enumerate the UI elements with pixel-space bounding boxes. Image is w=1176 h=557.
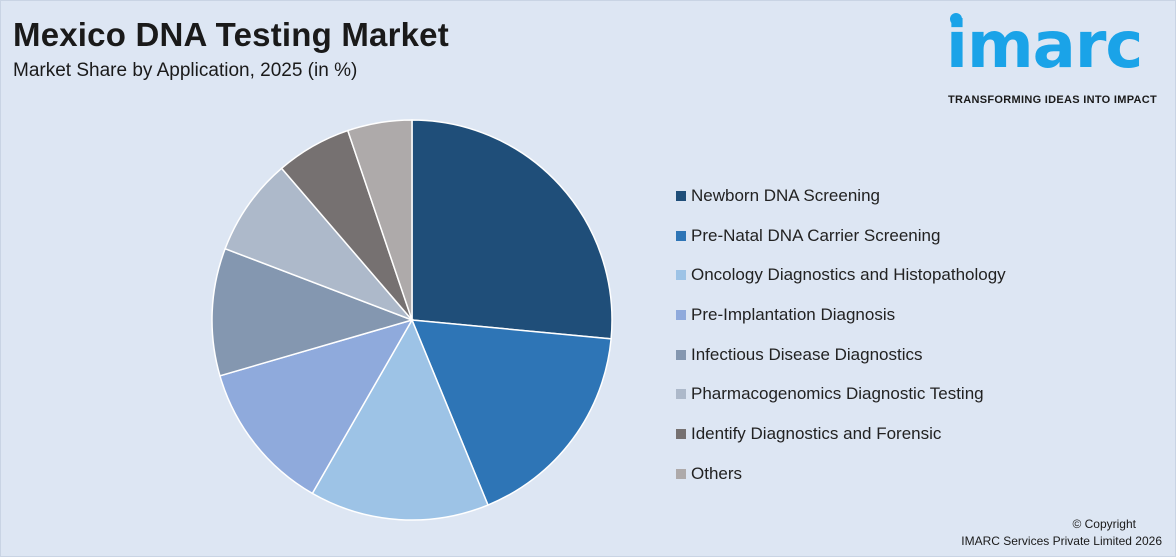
pie-slice-oncology-diagnostics-and-histopathology bbox=[311, 318, 489, 521]
legend-label: Oncology Diagnostics and Histopathology bbox=[691, 265, 1006, 285]
legend-swatch bbox=[676, 468, 686, 479]
logo-dot bbox=[950, 13, 962, 25]
legend-label: Pharmacogenomics Diagnostic Testing bbox=[691, 384, 984, 404]
legend-swatch bbox=[676, 190, 686, 201]
pie-slice-pre-natal-dna-carrier-screening bbox=[410, 319, 612, 506]
legend-label: Pre-Implantation Diagnosis bbox=[691, 304, 896, 324]
legend-label: Pre-Natal DNA Carrier Screening bbox=[691, 225, 941, 245]
legend-item: Pre-Natal DNA Carrier Screening bbox=[676, 216, 1006, 256]
chart-legend: Newborn DNA Screening Pre-Natal DNA Carri… bbox=[676, 176, 1006, 494]
legend-swatch bbox=[676, 389, 686, 400]
pie-slice-others bbox=[346, 119, 413, 321]
legend-item: Identify Diagnostics and Forensic bbox=[676, 414, 1006, 454]
pie-chart bbox=[211, 119, 613, 521]
logo-wordmark: imarc bbox=[946, 9, 1143, 83]
legend-item: Pharmacogenomics Diagnostic Testing bbox=[676, 374, 1006, 414]
legend-item: Oncology Diagnostics and Histopathology bbox=[676, 255, 1006, 295]
logo-tagline: TRANSFORMING IDEAS INTO IMPACT bbox=[948, 94, 1158, 106]
pie-slice-pharmacogenomics-diagnostic-testing bbox=[224, 167, 413, 321]
legend-swatch bbox=[676, 309, 686, 320]
imarc-logo: imarc TRANSFORMING IDEAS INTO IMPACT bbox=[946, 9, 1170, 108]
pie-slices bbox=[211, 119, 613, 521]
pie-slice-pre-implantation-diagnosis bbox=[219, 318, 414, 495]
copyright-line-2: IMARC Services Private Limited 2026 bbox=[961, 534, 1162, 548]
chart-subtitle: Market Share by Application, 2025 (in %) bbox=[13, 60, 358, 81]
legend-label: Infectious Disease Diagnostics bbox=[691, 344, 923, 364]
copyright-notice: © Copyright IMARC Services Private Limit… bbox=[961, 516, 1162, 550]
legend-item: Others bbox=[676, 454, 1006, 494]
legend-item: Infectious Disease Diagnostics bbox=[676, 335, 1006, 375]
legend-swatch bbox=[676, 230, 686, 241]
legend-item: Newborn DNA Screening bbox=[676, 176, 1006, 216]
legend-swatch bbox=[676, 349, 686, 360]
pie-slice-newborn-dna-screening bbox=[411, 119, 613, 340]
copyright-line-1: © Copyright bbox=[1072, 517, 1136, 531]
legend-label: Others bbox=[691, 463, 743, 483]
legend-item: Pre-Implantation Diagnosis bbox=[676, 295, 1006, 335]
legend-swatch bbox=[676, 270, 686, 281]
legend-swatch bbox=[676, 428, 686, 439]
legend-label: Identify Diagnostics and Forensic bbox=[691, 423, 942, 443]
legend-label: Newborn DNA Screening bbox=[691, 185, 880, 205]
pie-slice-infectious-disease-diagnostics bbox=[211, 247, 415, 377]
chart-title: Mexico DNA Testing Market bbox=[13, 16, 449, 53]
